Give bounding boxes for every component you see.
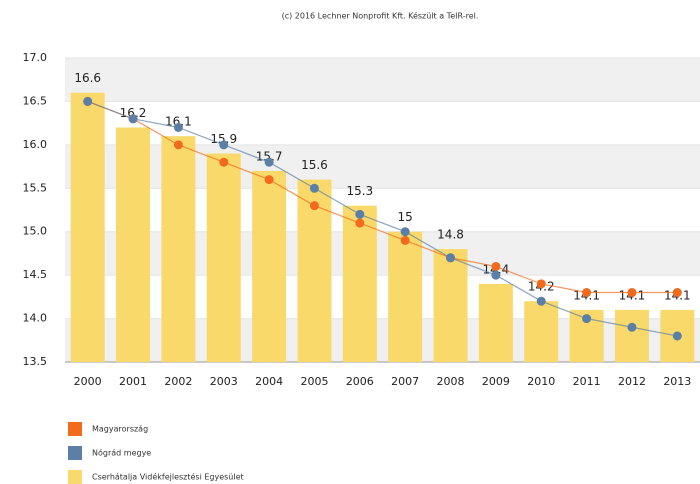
y-tick-label: 13.5 bbox=[23, 355, 48, 368]
point bbox=[491, 261, 501, 271]
x-tick-label: 2013 bbox=[663, 375, 691, 388]
x-tick-label: 2009 bbox=[482, 375, 510, 388]
bar bbox=[161, 136, 196, 362]
data-label: 15 bbox=[398, 210, 413, 224]
grid-band bbox=[65, 318, 700, 362]
y-tick-label: 16.5 bbox=[23, 94, 48, 107]
data-label: 15.6 bbox=[301, 158, 328, 172]
bar bbox=[614, 309, 649, 362]
bar bbox=[388, 231, 423, 362]
bar bbox=[342, 205, 377, 362]
point bbox=[491, 270, 501, 280]
x-tick-label: 2011 bbox=[573, 375, 601, 388]
y-tick-label: 14.0 bbox=[23, 312, 48, 325]
point bbox=[582, 314, 592, 324]
x-tick-label: 2008 bbox=[437, 375, 465, 388]
point bbox=[83, 96, 93, 106]
point bbox=[264, 175, 274, 185]
x-tick-label: 2000 bbox=[74, 375, 102, 388]
line bbox=[87, 100, 678, 337]
bar bbox=[70, 92, 105, 362]
legend-label: Magyarország bbox=[92, 425, 148, 434]
point bbox=[355, 218, 365, 228]
bar bbox=[433, 249, 468, 362]
point bbox=[173, 140, 183, 150]
chart-title: (c) 2016 Lechner Nonprofit Kft. Készült … bbox=[282, 11, 479, 21]
x-tick-label: 2004 bbox=[255, 375, 283, 388]
bar bbox=[478, 283, 513, 362]
point bbox=[355, 209, 365, 219]
point bbox=[309, 183, 319, 193]
point bbox=[173, 122, 183, 132]
point bbox=[627, 288, 637, 298]
grid-band bbox=[65, 144, 700, 189]
line bbox=[87, 100, 678, 294]
bar bbox=[252, 170, 287, 362]
bar bbox=[206, 153, 241, 362]
data-label: 16.6 bbox=[74, 71, 101, 85]
x-tick-label: 2012 bbox=[618, 375, 646, 388]
point bbox=[627, 322, 637, 332]
x-tick-label: 2007 bbox=[391, 375, 419, 388]
point bbox=[672, 331, 682, 341]
legend-label: Cserhátalja Vidékfejlesztési Egyesület bbox=[92, 472, 244, 482]
point bbox=[536, 296, 546, 306]
point bbox=[536, 279, 546, 289]
legend-swatch bbox=[68, 422, 82, 436]
point bbox=[264, 157, 274, 167]
bar bbox=[524, 301, 559, 362]
x-tick-label: 2002 bbox=[164, 375, 192, 388]
point bbox=[128, 114, 138, 124]
grid-band bbox=[65, 58, 700, 102]
data-label: 15.3 bbox=[346, 184, 373, 198]
data-label: 16.1 bbox=[165, 115, 192, 129]
y-tick-label: 16.0 bbox=[23, 138, 48, 151]
data-label: 14.8 bbox=[437, 228, 464, 242]
y-tick-label: 17.0 bbox=[23, 51, 48, 64]
x-tick-label: 2006 bbox=[346, 375, 374, 388]
point bbox=[446, 253, 456, 263]
point bbox=[309, 201, 319, 211]
y-tick-label: 15.5 bbox=[23, 181, 48, 194]
point bbox=[219, 157, 229, 167]
point bbox=[400, 235, 410, 245]
point bbox=[219, 140, 229, 150]
point bbox=[400, 227, 410, 237]
point bbox=[582, 288, 592, 298]
y-tick-label: 15.0 bbox=[23, 225, 48, 238]
y-tick-label: 14.5 bbox=[23, 268, 48, 281]
legend-swatch bbox=[68, 446, 82, 460]
x-tick-label: 2005 bbox=[300, 375, 328, 388]
point bbox=[672, 288, 682, 298]
legend-swatch bbox=[68, 470, 82, 484]
x-tick-label: 2001 bbox=[119, 375, 147, 388]
x-tick-label: 2010 bbox=[527, 375, 555, 388]
bar bbox=[116, 127, 151, 362]
legend-label: Nógrád megye bbox=[92, 448, 151, 458]
x-tick-label: 2003 bbox=[210, 375, 238, 388]
grid-band bbox=[65, 231, 700, 276]
